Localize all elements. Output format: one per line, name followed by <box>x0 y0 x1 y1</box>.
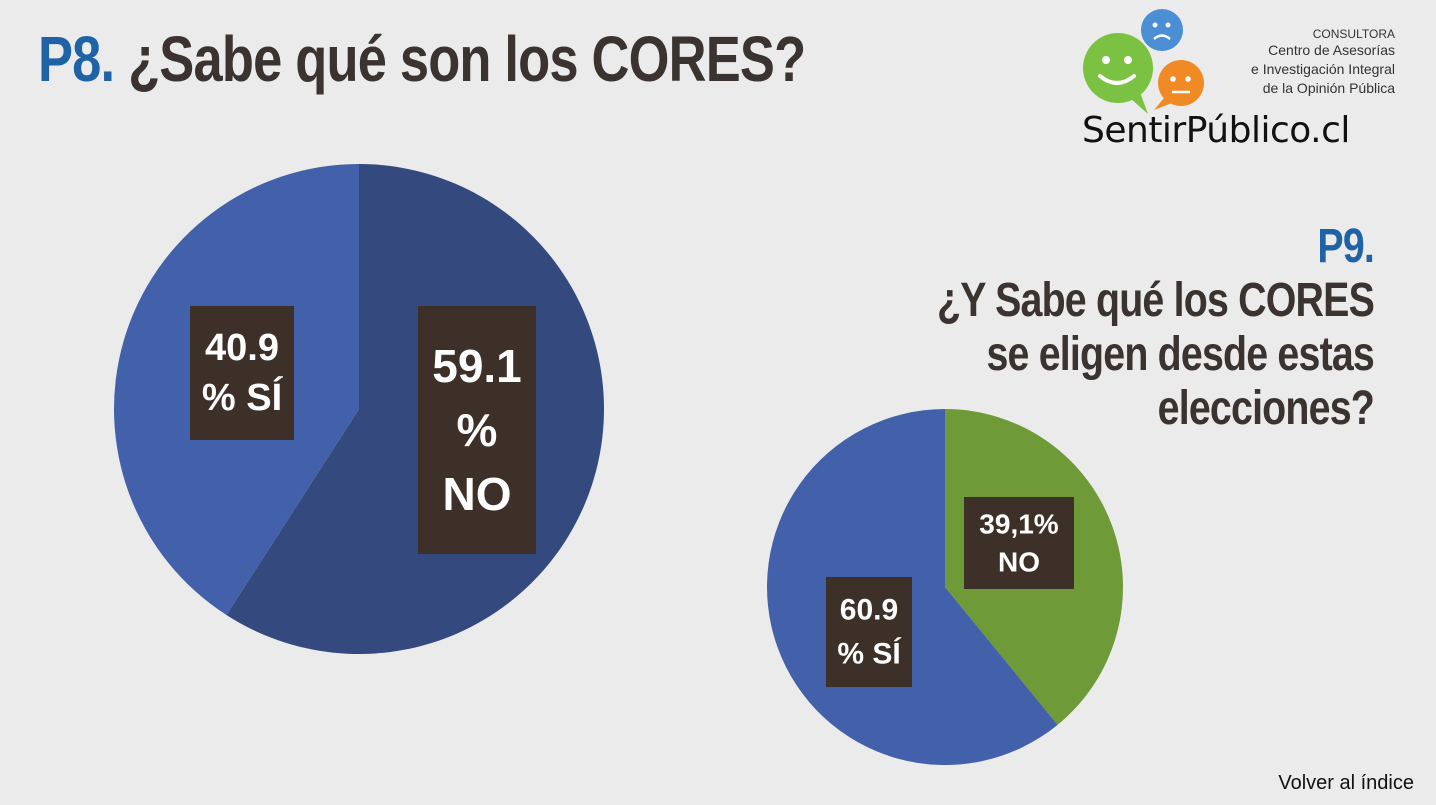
p8-label-line: 59.1 <box>432 340 522 392</box>
logo-brand-name: SentirPúblico.cl <box>1082 110 1350 151</box>
p8-pie: 59.1% NO 40.9 % SÍ <box>113 164 604 654</box>
p9-data-label-no: 39,1% NO <box>964 497 1074 589</box>
logo-line-2: Centro de Asesorías <box>1268 42 1395 58</box>
p9-label-line: 39,1% <box>979 509 1058 540</box>
p9-label-line: NO <box>998 547 1040 578</box>
p9-question-line-2: se eligen desde estas <box>986 328 1374 381</box>
p8-label-line: NO <box>443 468 512 520</box>
p8-label-line: % SÍ <box>202 375 284 419</box>
p9-question-line-1: P9. ¿Y Sabe qué los CORES <box>849 220 1375 328</box>
logo-line-3: e Investigación Integral <box>1251 61 1395 77</box>
p9-label-line: % SÍ <box>837 637 901 671</box>
p8-question-title: P8. ¿Sabe qué son los CORES? <box>38 22 806 96</box>
p9-data-label-si: 60.9 % SÍ <box>826 577 912 687</box>
speech-bubbles-logo-icon <box>1083 9 1204 114</box>
p9-label-line: 60.9 <box>840 594 898 627</box>
p8-label-line: % <box>457 404 498 456</box>
p9-question-text-1: ¿Y Sabe qué los CORES <box>937 274 1375 327</box>
p9-question-title: P9. ¿Y Sabe qué los CORES se eligen desd… <box>849 220 1375 436</box>
p8-label-line: 40.9 <box>205 327 279 369</box>
p8-data-label-no: 59.1% NO <box>418 306 536 554</box>
logo-line-4: de la Opinión Pública <box>1262 80 1395 96</box>
p9-number: P9. <box>1317 220 1374 273</box>
back-to-index-link[interactable]: Volver al índice <box>1278 772 1414 794</box>
p8-question-text: ¿Sabe qué son los CORES? <box>128 23 806 95</box>
p8-data-label-si: 40.9 % SÍ <box>190 306 294 440</box>
p9-question-line-3: elecciones? <box>1157 382 1375 435</box>
p8-number: P8. <box>38 23 115 95</box>
p9-pie: 39,1% NO 60.9 % SÍ <box>767 409 1124 765</box>
logo-consultora: CONSULTORA <box>1312 27 1395 41</box>
sentir-publico-logo: CONSULTORA Centro de Asesorías e Investi… <box>1078 6 1423 156</box>
